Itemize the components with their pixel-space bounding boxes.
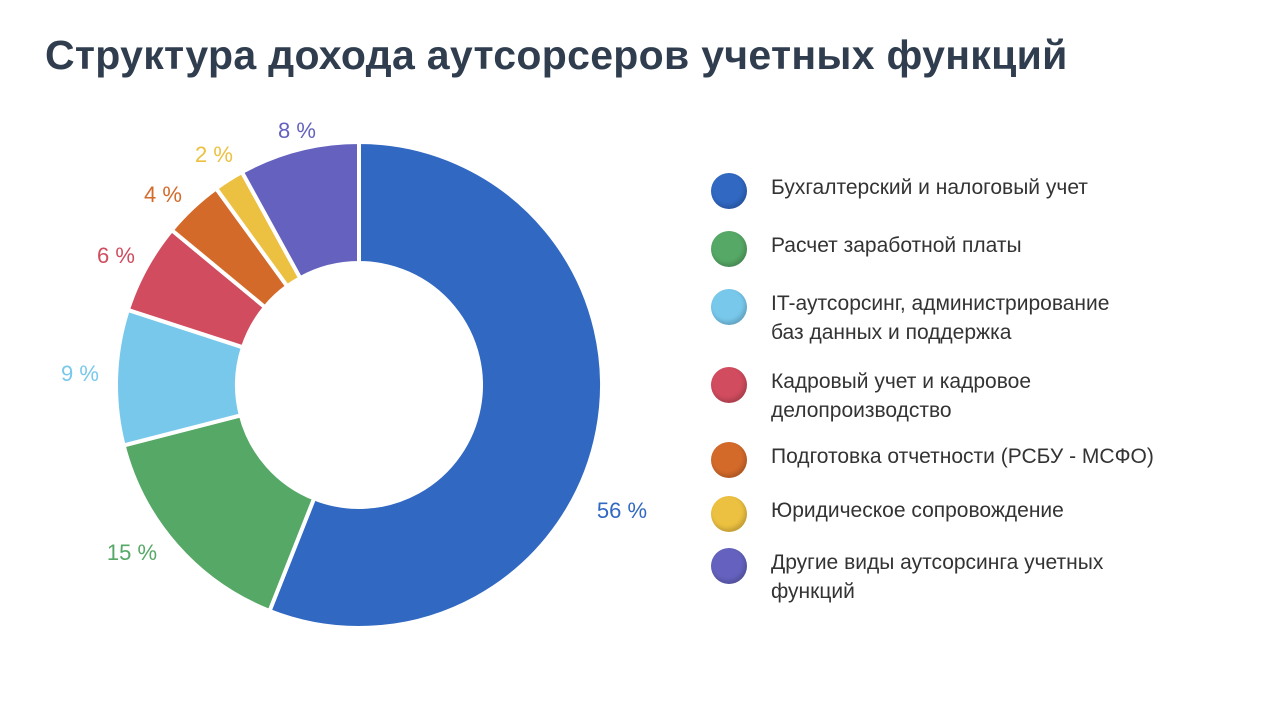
legend-label: IT-аутсорсинг, администрирование баз данн… [771,289,1211,347]
legend-item: Другие виды аутсорсинга учетных функций [711,548,1211,606]
legend-swatch-icon [711,173,747,209]
donut-slice [239,139,361,281]
legend-label: Юридическое сопровождение [771,496,1211,525]
data-label: 4 % [144,182,182,207]
legend-label-line: делопроизводство [771,399,952,422]
legend-item: Кадровый учет и кадровое делопроизводство [711,367,1211,425]
legend-label-line: Бухгалтерский и налоговый учет [771,176,1088,199]
legend-label: Подготовка отчетности (РСБУ - МСФО) [771,442,1211,471]
legend-label-line: функций [771,580,855,603]
legend-label: Расчет заработной платы [771,231,1211,260]
legend-item: Бухгалтерский и налоговый учет [711,173,1211,209]
legend-item: Подготовка отчетности (РСБУ - МСФО) [711,442,1211,478]
legend-label-line: Подготовка отчетности (РСБУ - МСФО) [771,445,1154,468]
data-label: 9 % [61,361,99,386]
legend-swatch-icon [711,496,747,532]
legend-label-line: Кадровый учет и кадровое [771,370,1031,393]
legend-label-line: баз данных и поддержка [771,321,1012,344]
legend-label: Бухгалтерский и налоговый учет [771,173,1211,202]
legend-label-line: Юридическое сопровождение [771,499,1064,522]
donut-slice [266,139,604,630]
chart-title: Структура дохода аутсорсеров учетных фун… [45,32,1068,78]
legend-item: Юридическое сопровождение [711,496,1211,532]
legend-label: Другие виды аутсорсинга учетных функций [771,548,1211,606]
legend-item: IT-аутсорсинг, администрирование баз данн… [711,289,1211,347]
legend-swatch-icon [711,442,747,478]
legend-swatch-icon [711,367,747,403]
legend-swatch-icon [711,231,747,267]
legend-label-line: Другие виды аутсорсинга учетных [771,551,1104,574]
legend-item: Расчет заработной платы [711,231,1211,267]
data-label: 56 % [596,498,648,523]
data-label: 8 % [278,118,316,143]
legend-label-line: Расчет заработной платы [771,234,1022,257]
legend-label-line: IT-аутсорсинг, администрирование [771,292,1110,315]
legend-label: Кадровый учет и кадровое делопроизводство [771,367,1211,425]
legend-swatch-icon [711,289,747,325]
data-label: 15 % [106,540,158,565]
donut-chart [116,139,604,630]
data-label: 2 % [195,142,233,167]
data-label: 6 % [97,243,135,268]
legend-swatch-icon [711,548,747,584]
donut-slice [121,412,317,614]
